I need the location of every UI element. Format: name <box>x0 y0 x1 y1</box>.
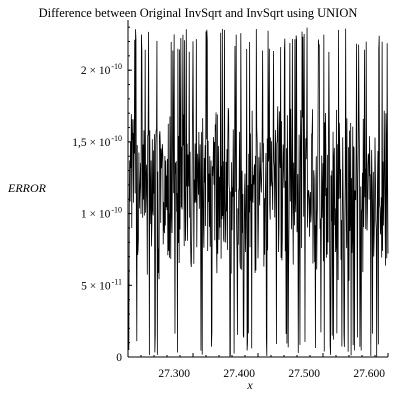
y-tick-label: 5 × 10-11 <box>81 277 122 292</box>
y-tick-label: 1,5 × 10-10 <box>72 134 122 149</box>
y-tick-mantissa: 1 × 10 <box>81 209 111 221</box>
x-tick-label: 27.600 <box>353 368 385 380</box>
x-axis-label: x <box>246 378 253 392</box>
y-tick-label: 0 <box>116 352 122 364</box>
y-tick-label: 2 × 10-10 <box>81 62 122 77</box>
x-tick-label: 27.400 <box>223 368 255 380</box>
y-tick-exponent: -10 <box>111 206 122 215</box>
x-ticks: 27.300 27.400 27.500 27.600 <box>140 353 389 380</box>
x-tick-label: 27.500 <box>288 368 320 380</box>
y-ticks: 05 × 10-111 × 10-101,5 × 10-102 × 10-10 <box>72 26 132 364</box>
y-tick-mantissa: 2 × 10 <box>81 65 111 77</box>
y-tick-label: 1 × 10-10 <box>81 206 122 221</box>
y-tick-mantissa: 5 × 10 <box>81 280 111 292</box>
y-axis-label: ERROR <box>7 181 47 195</box>
y-tick-mantissa: 1,5 × 10 <box>72 137 110 149</box>
plot-area <box>127 27 389 358</box>
y-tick-exponent: -10 <box>111 62 122 71</box>
y-tick-exponent: -11 <box>112 277 122 286</box>
chart-title: Difference between Original InvSqrt and … <box>39 6 358 20</box>
series-line-error <box>127 27 389 358</box>
x-tick-label: 27.300 <box>158 368 190 380</box>
y-tick-exponent: -10 <box>111 134 122 143</box>
